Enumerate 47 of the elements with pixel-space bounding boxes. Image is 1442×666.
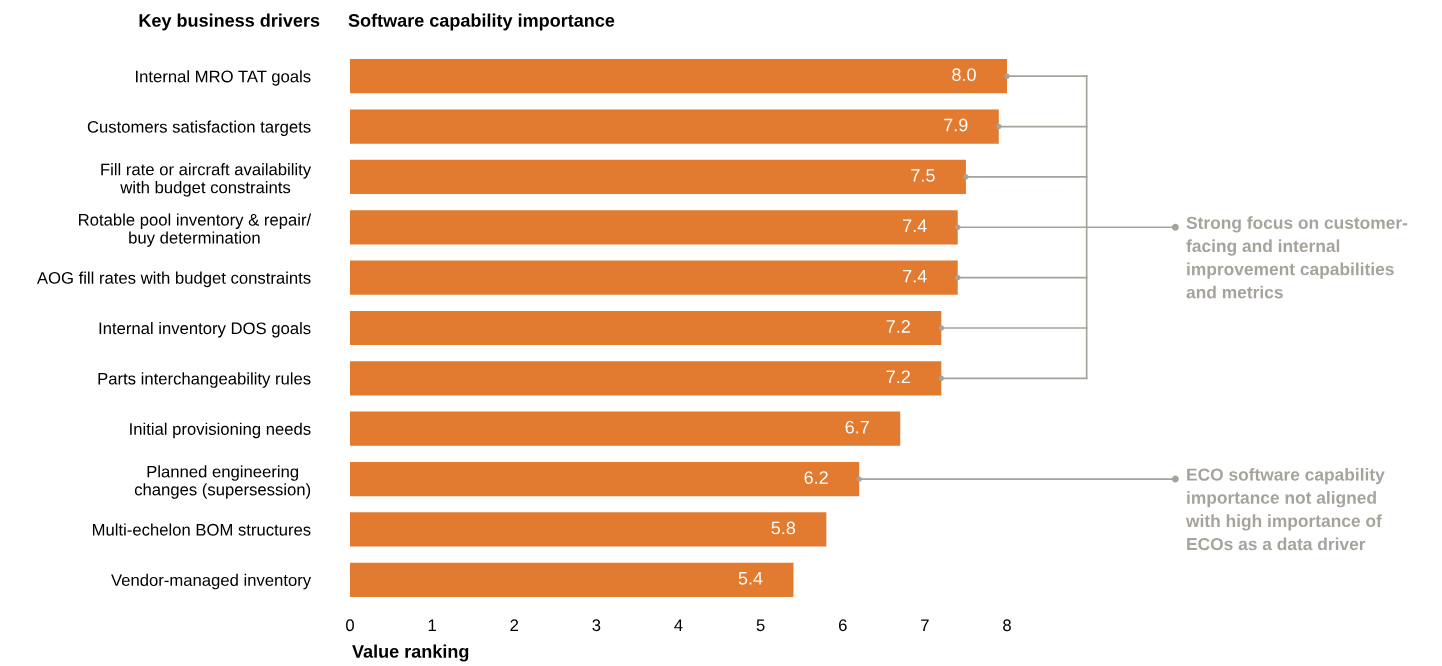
bar <box>350 361 942 396</box>
x-tick-label: 8 <box>1003 619 1011 632</box>
chart-title: Software capability importance <box>348 13 615 31</box>
x-tick-label: 2 <box>510 619 519 631</box>
y-tick-label: Multi-echelon BOM structures <box>92 523 311 536</box>
bar <box>350 512 827 547</box>
y-axis-title: Key business drivers <box>139 13 320 31</box>
x-tick-label: 5 <box>756 619 765 632</box>
y-tick-label: Internal MRO TAT goals <box>136 70 311 86</box>
y-tick-label: AOG fill rates with budget constraints <box>36 271 311 288</box>
bar <box>350 159 966 195</box>
bar <box>350 310 942 346</box>
data-label: 7.2 <box>886 370 910 384</box>
bar <box>350 210 958 245</box>
data-label: 7.4 <box>903 269 927 283</box>
bar <box>350 461 860 497</box>
data-label: 7.9 <box>944 118 968 132</box>
data-label: 6.2 <box>804 471 828 484</box>
data-label: 7.4 <box>903 219 927 232</box>
text: Strong focus on customer- facing and internal improvement capabilities and metrics <box>1186 216 1408 299</box>
x-tick-label: 7 <box>921 619 929 631</box>
data-label: 5.4 <box>738 572 763 585</box>
data-label: 6.7 <box>845 420 869 434</box>
bar <box>350 411 901 446</box>
y-tick-label: Customers satisfaction targets <box>87 120 311 137</box>
bar <box>350 59 1007 94</box>
data-label: 7.2 <box>886 320 910 333</box>
x-axis-title: Value ranking <box>352 644 469 662</box>
data-label: 5.8 <box>771 521 796 535</box>
data-label: 7.5 <box>911 169 935 182</box>
y-tick-label: Parts interchangeability rules <box>98 372 311 388</box>
y-tick-label: Fill rate or aircraft availability with budget constraints <box>101 163 312 197</box>
y-tick-label: Vendor-managed inventory <box>111 573 312 590</box>
x-tick-label: 4 <box>674 619 683 631</box>
x-tick-label: 1 <box>428 619 436 631</box>
x-tick-label: 6 <box>838 619 847 632</box>
bar <box>350 562 794 597</box>
data-label: 8.0 <box>952 68 976 82</box>
y-tick-label: Planned engineering changes (supersession) <box>134 465 311 499</box>
text: ECO software capability importance not aligned with high importance of ECOs as a data driver <box>1185 468 1385 551</box>
x-tick-label: 3 <box>592 619 601 632</box>
bar <box>350 260 958 295</box>
bar <box>350 109 999 144</box>
y-tick-label: Rotable pool inventory & repair/ buy determination <box>79 213 312 247</box>
y-tick-label: Internal inventory DOS goals <box>99 321 311 338</box>
x-tick-label: 0 <box>346 619 354 632</box>
y-tick-label: Initial provisioning needs <box>130 422 311 439</box>
